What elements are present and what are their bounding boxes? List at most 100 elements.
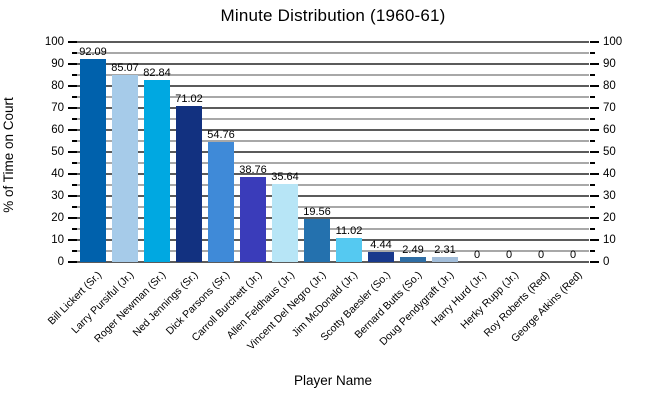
y-tick-right [590,217,599,219]
bar-4 [176,106,202,262]
y-tick-label-left: 40 [51,168,64,180]
bar-value-label: 4.44 [370,239,392,251]
y-tick-left [72,52,77,54]
gridline-major [77,217,589,219]
y-tick-left [68,217,77,219]
y-tick-label-right: 90 [603,58,616,70]
bar-value-label: 35.64 [271,171,299,183]
y-tick-left [72,74,77,76]
bar-value-label: 71.02 [175,93,203,105]
bar-value-label: 2.31 [434,244,456,256]
y-tick-left [68,63,77,65]
y-tick-right [590,250,595,252]
bar-5 [208,142,234,262]
bar-value-label: 92.09 [79,46,107,58]
y-tick-right [590,140,595,142]
gridline-minor [77,206,589,208]
bar-value-label: 0 [505,249,513,261]
gridline-major [77,195,589,197]
gridline-minor [77,52,589,54]
bar-value-label: 11.02 [335,225,363,237]
y-tick-right [590,74,595,76]
bar-value-label: 0 [569,249,577,261]
y-tick-label-left: 60 [51,124,64,136]
bar-7 [272,184,298,262]
gridline-minor [77,140,589,142]
y-tick-label-left: 20 [51,212,64,224]
bar-8 [304,219,330,262]
plot-area [77,41,589,263]
y-tick-left [68,195,77,197]
gridline-minor [77,250,589,252]
gridline-major [77,41,589,43]
gridline-minor [77,118,589,120]
x-axis-title: Player Name [293,373,373,388]
gridline-major [77,129,589,131]
y-tick-label-right: 10 [603,234,616,246]
y-tick-left [68,239,77,241]
gridline-minor [77,96,589,98]
y-tick-right [590,85,599,87]
bar-value-label: 82.84 [143,67,171,79]
gridline-major [77,173,589,175]
bar-value-label: 19.56 [303,206,331,218]
y-tick-label-right: 20 [603,212,616,224]
y-tick-left [68,107,77,109]
y-tick-label-right: 70 [603,102,616,114]
y-tick-right [590,173,599,175]
gridline-minor [77,228,589,230]
bar-6 [240,177,266,262]
y-tick-label-right: 0 [603,256,610,268]
bar-10 [368,252,394,262]
y-tick-right [590,228,595,230]
gridline-major [77,151,589,153]
y-tick-left [72,250,77,252]
y-tick-right [590,184,595,186]
y-tick-left [68,129,77,131]
bar-value-label: 38.76 [239,164,267,176]
y-tick-left [72,184,77,186]
y-tick-label-left: 90 [51,58,64,70]
y-tick-left [68,151,77,153]
y-tick-right [590,261,599,263]
y-tick-right [590,63,599,65]
y-tick-label-left: 100 [44,36,64,48]
y-tick-label-left: 50 [51,146,64,158]
y-tick-right [590,107,599,109]
bar-value-label: 2.49 [402,244,424,256]
bar-9 [336,238,362,262]
gridline-major [77,85,589,87]
y-tick-left [72,118,77,120]
y-tick-left [68,261,77,263]
y-tick-right [590,41,599,43]
bar-12 [432,257,458,262]
y-tick-right [590,162,595,164]
y-tick-right [590,118,595,120]
y-tick-right [590,129,599,131]
bar-3 [144,80,170,262]
y-tick-label-left: 0 [57,256,64,268]
gridline-major [77,261,589,263]
bar-value-label: 85.07 [111,62,139,74]
y-tick-left [68,41,77,43]
y-tick-label-right: 80 [603,80,616,92]
y-tick-left [68,173,77,175]
y-tick-label-left: 70 [51,102,64,114]
y-tick-label-left: 80 [51,80,64,92]
gridline-minor [77,162,589,164]
y-tick-right [590,195,599,197]
gridline-major [77,239,589,241]
y-tick-right [590,206,595,208]
y-tick-right [590,239,599,241]
bar-value-label: 54.76 [207,129,235,141]
y-tick-label-right: 50 [603,146,616,158]
gridline-major [77,63,589,65]
y-tick-label-right: 30 [603,190,616,202]
y-tick-left [72,140,77,142]
bar-1 [80,59,106,262]
y-tick-left [72,206,77,208]
y-tick-label-left: 30 [51,190,64,202]
y-tick-label-right: 60 [603,124,616,136]
bar-value-label: 0 [537,249,545,261]
